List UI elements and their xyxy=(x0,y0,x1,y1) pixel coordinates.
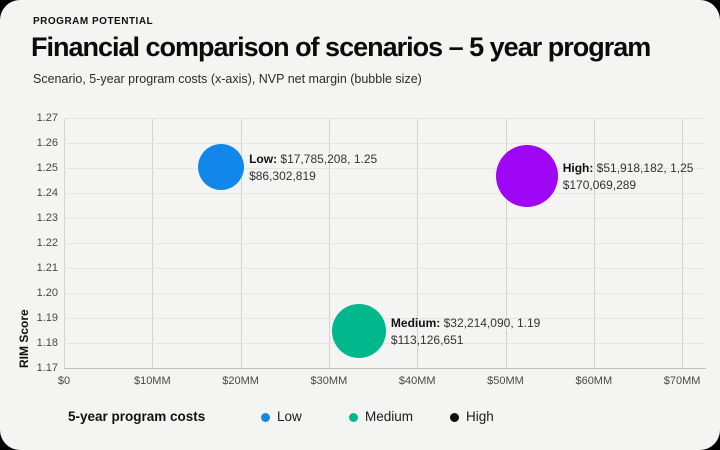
annotation-nvp: $113,126,651 xyxy=(390,332,464,347)
y-gridline xyxy=(64,118,706,119)
legend-dot-icon xyxy=(450,412,459,422)
x-tick-label: $40MM xyxy=(398,375,436,387)
x-tick-label: $50MM xyxy=(487,375,524,387)
y-tick-label: 1.18 xyxy=(36,337,58,349)
y-tick-label: 1.26 xyxy=(36,137,58,149)
legend-item-low[interactable]: Low xyxy=(261,409,302,424)
y-gridline xyxy=(64,318,706,319)
y-gridline xyxy=(64,243,706,244)
x-tick-label: $20MM xyxy=(222,375,259,387)
x-tick-label: $70MM xyxy=(663,375,701,387)
x-tick-label: $30MM xyxy=(310,375,348,387)
y-gridline xyxy=(64,218,706,219)
y-tick-label: 1.25 xyxy=(36,162,58,174)
annotation-nvp: $86,302,819 xyxy=(249,169,316,183)
annotation-values: $51,918,182, 1,25 xyxy=(593,160,694,175)
legend: 5-year program costs Low Medium High xyxy=(0,407,720,427)
annotation-scenario-name: Medium: xyxy=(390,315,441,330)
y-gridline xyxy=(64,368,706,369)
legend-item-label: Medium xyxy=(365,409,414,424)
bubble-annotation-medium: Medium: $32,214,090, 1.19 $113,126,651 xyxy=(391,315,540,349)
bubble-high[interactable] xyxy=(495,144,558,207)
bubble-low[interactable] xyxy=(198,144,245,190)
y-tick-label: 1.24 xyxy=(36,187,58,199)
x-tick-label: $60MM xyxy=(575,375,613,387)
annotation-nvp: $170,069,289 xyxy=(562,177,637,192)
annotation-scenario-name: High: xyxy=(562,160,594,175)
y-gridline xyxy=(64,193,706,194)
y-tick-label: 1.19 xyxy=(36,312,58,324)
bubble-annotation-high: High: $51,918,182, 1,25 $170,069,289 xyxy=(563,160,694,194)
y-gridline xyxy=(64,293,706,294)
annotation-values: $17,785,208, 1.25 xyxy=(277,152,378,166)
y-gridline xyxy=(64,168,706,169)
y-gridline xyxy=(64,143,706,144)
legend-item-high[interactable]: High xyxy=(450,409,494,424)
y-tick-label: 1.27 xyxy=(36,112,58,124)
y-tick-label: 1.20 xyxy=(36,287,58,299)
y-tick-label: 1.23 xyxy=(36,212,58,224)
y-gridline xyxy=(64,343,706,344)
x-tick-label: $10MM xyxy=(133,375,171,387)
chart-subtitle: Scenario, 5-year program costs (x-axis),… xyxy=(33,72,422,86)
y-gridline xyxy=(64,268,706,269)
legend-title: 5-year program costs xyxy=(68,409,206,424)
legend-item-label: High xyxy=(466,409,494,424)
bubble-medium[interactable] xyxy=(331,303,386,358)
kicker-label: PROGRAM POTENTIAL xyxy=(33,16,154,27)
legend-item-label: Low xyxy=(277,409,302,424)
page-title: Financial comparison of scenarios – 5 ye… xyxy=(31,32,651,62)
x-tick-label: $0 xyxy=(57,375,71,387)
y-tick-label: 1.21 xyxy=(36,262,58,274)
y-tick-label: 1.22 xyxy=(36,237,58,249)
annotation-scenario-name: Low: xyxy=(249,152,278,166)
legend-dot-icon xyxy=(261,412,270,422)
y-tick-label: 1.17 xyxy=(36,362,58,374)
legend-item-medium[interactable]: Medium xyxy=(349,409,413,424)
legend-dot-icon xyxy=(349,412,358,422)
annotation-values: $32,214,090, 1.19 xyxy=(440,315,541,330)
bubble-annotation-low: Low: $17,785,208, 1.25 $86,302,819 xyxy=(249,151,377,185)
